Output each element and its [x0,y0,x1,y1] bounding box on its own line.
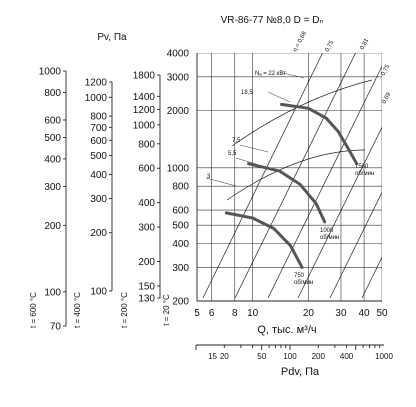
y-tick-label: 1000 [167,163,190,174]
y-tick-label: 4000 [167,49,190,60]
efficiency-ray [297,126,382,299]
temperature-tick-label: 700 [90,123,107,134]
temperature-tick-label: 300 [90,194,107,205]
x-tick-label: 40 [359,308,371,319]
temperature-tick-label: 150 [138,281,155,292]
power-label: Nₐ = 22 кВт [255,71,286,77]
x-axis: 5 6 8 10 20 30 40 50 [194,308,388,319]
temperature-tick-label: 1000 [133,120,156,131]
temperature-tick-label: 200 [44,221,61,232]
y-tick-label: 600 [172,206,189,217]
efficiency-ray [329,191,382,299]
y-tick-label: 3000 [167,72,190,83]
temperature-tick-label: 600 [44,115,61,126]
power-line [267,91,291,103]
temperature-tick-label: 300 [138,223,155,234]
y-tick-label: 2000 [167,106,190,117]
temperature-tick-label: 600 [138,164,155,175]
x-tick-label: 5 [194,308,200,319]
temperature-tick-label: 400 [90,170,107,181]
efficiency-ray [234,53,356,299]
dynamic-pressure-tick-label: 15 [208,352,217,361]
dynamic-pressure-tick-label: 100 [283,352,297,361]
power-line [282,72,305,79]
series-line [247,162,327,224]
power-line [205,177,237,187]
temperature-tick-label: 500 [44,133,61,144]
x-tick-label: 20 [303,308,315,319]
temperature-tick-label: 300 [44,182,61,193]
x-tick-label: 8 [232,308,238,319]
temperature-tick-label: 800 [44,88,61,99]
temperature-tick-label: 130 [138,294,155,305]
power-label: 7,5 [232,138,241,144]
series-label: 750 об/мин [294,273,313,286]
power-label: 3 [207,174,211,180]
power-label: 5,5 [228,151,237,157]
temperature-tick-label: 200 [138,257,155,268]
temperature-tick-label: 1000 [85,93,108,104]
y-tick-label: 300 [172,263,189,274]
temperature-tick-label: 70 [50,322,62,333]
temperature-tick-label: 200 [90,228,107,239]
x-tick-label: 30 [335,308,347,319]
series-line [224,211,304,269]
efficiency-ray [202,53,323,299]
dynamic-pressure-tick-label: 20 [220,352,229,361]
temperature-tick-label: 1400 [133,92,156,103]
y-axis-label: Pv, Па [97,32,127,43]
y-tick-label: 500 [172,221,189,232]
y-tick-label: 200 [172,297,189,308]
dynamic-pressure-axis-label: Pdv, Па [281,366,320,378]
efficiency-label: η = 0,68 [292,30,308,53]
y-tick-label: 800 [172,182,189,193]
temperature-tick-label: 1200 [133,105,156,116]
dynamic-pressure-tick-label: 400 [340,352,354,361]
temperature-tick-label: 1200 [85,78,108,89]
dynamic-pressure-tick-label: 1000 [375,352,393,361]
x-tick-label: 10 [247,308,259,319]
x-tick-label: 6 [209,308,215,319]
efficiency-label: 0,75 [380,63,391,77]
temperature-tick-label: 100 [44,287,61,298]
dynamic-pressure-tick-label: 50 [257,352,266,361]
series-line [279,102,359,166]
temperature-scales: 70 100 200 300 400 500 600 800 1000 t = 600 °C 100… [29,67,171,333]
efficiency-label: 0,75 [324,39,335,53]
y-tick-label: 400 [172,239,189,250]
temperature-tick-label: 800 [138,139,155,150]
temperature-tick-label: 100 [90,287,107,298]
x-axis-label: Q, тыс. м³/ч [257,324,316,336]
temperature-scale-label: t = 200 °C [120,292,129,328]
temperature-tick-label: 500 [90,151,107,162]
temperature-scale-label: t = 600 °C [29,292,38,328]
series-label: 1500 об/мин [355,164,374,177]
efficiency-ray [400,50,416,298]
temperature-tick-label: 400 [138,198,155,209]
iso-efficiency-curve [226,149,366,201]
iso-efficiency-curve [231,79,373,147]
efficiency-label: 0,81 [359,37,370,51]
power-label: 18,5 [241,90,253,96]
temperature-scale-label: t = 20 °C [162,294,171,326]
x-tick-label: 50 [376,308,388,319]
dynamic-pressure-tick-label: 200 [312,352,326,361]
temperature-tick-label: 400 [44,154,61,165]
efficiency-ray [267,65,382,299]
temperature-tick-label: 600 [90,136,107,147]
chart-title: VR-86-77 №8,0 D = Dₙ [221,15,324,26]
dynamic-pressure-axis: 15 20 50 100 200 400 1000 [195,344,393,361]
temperature-tick-label: 800 [90,112,107,123]
efficiency-label: 0,69 [381,91,392,105]
plot-area: 750 об/мин 1000 об/мин 1500 об/мин η = 0,68 0,7… [167,30,416,308]
temperature-tick-label: 1000 [39,67,62,78]
temperature-scale-label: t = 400 °C [73,292,82,328]
series-label: 1000 об/мин [320,228,339,241]
temperature-tick-label: 1800 [133,71,156,82]
power-line [239,144,269,153]
